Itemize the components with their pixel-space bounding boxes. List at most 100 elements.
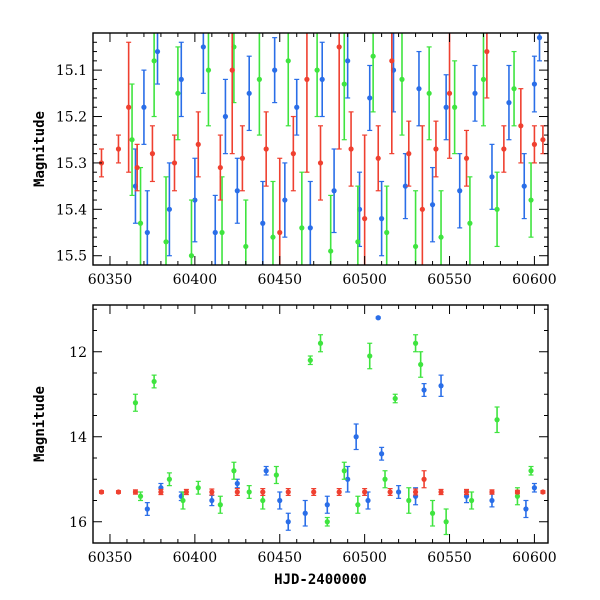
bottom-data-point bbox=[311, 489, 317, 495]
bottom-data-point bbox=[355, 502, 361, 508]
top-ticks bbox=[92, 32, 548, 266]
top-y-tick-label: 15.4 bbox=[56, 202, 87, 218]
bottom-data-point bbox=[260, 497, 266, 504]
bottom-data-point bbox=[367, 353, 373, 359]
top-data-point bbox=[370, 53, 376, 59]
bottom-panel: 60350 60400 60450 60500 60550 60600 12 14 16 Mag… bbox=[32, 304, 557, 588]
top-data-point bbox=[282, 197, 288, 203]
bottom-series-2 bbox=[98, 470, 546, 496]
top-x-tick-label: 60500 bbox=[342, 272, 387, 288]
top-data-point bbox=[426, 90, 432, 96]
bottom-data-point bbox=[514, 489, 521, 495]
top-data-point bbox=[467, 220, 473, 226]
top-data-point bbox=[501, 146, 507, 152]
bottom-data-point bbox=[421, 387, 427, 393]
bottom-data-point bbox=[324, 519, 330, 525]
top-data-point bbox=[328, 248, 334, 254]
bottom-x-tick-label: 60600 bbox=[512, 550, 557, 566]
top-data-point bbox=[314, 67, 320, 73]
top-data-point bbox=[277, 229, 283, 236]
bottom-data-point bbox=[263, 468, 269, 474]
top-data-point bbox=[446, 90, 453, 96]
top-data-point bbox=[362, 216, 368, 222]
bottom-data-point bbox=[209, 497, 215, 504]
top-data-point bbox=[412, 243, 419, 250]
top-y-axis-title: Magnitude bbox=[32, 111, 48, 187]
top-data-point bbox=[317, 160, 324, 166]
top-x-tick-label: 60550 bbox=[427, 272, 472, 288]
bottom-x-axis-title: HJD-2400000 bbox=[274, 572, 367, 588]
bottom-ticks bbox=[92, 305, 548, 544]
bottom-data-point bbox=[379, 451, 385, 457]
bottom-series-1 bbox=[132, 334, 534, 536]
top-data-point bbox=[419, 206, 425, 212]
top-data-point bbox=[188, 253, 195, 259]
top-data-point bbox=[438, 234, 444, 240]
top-data-layer bbox=[98, 33, 546, 265]
bottom-data-point bbox=[362, 489, 368, 495]
top-data-point bbox=[367, 95, 373, 101]
bottom-data-point bbox=[418, 361, 424, 368]
bottom-data-point bbox=[395, 489, 402, 495]
top-data-point bbox=[389, 58, 395, 64]
top-data-point bbox=[144, 229, 150, 236]
top-data-point bbox=[149, 151, 156, 157]
bottom-data-point bbox=[523, 506, 529, 512]
bottom-x-tick-label: 60450 bbox=[257, 550, 302, 566]
top-data-point bbox=[299, 225, 305, 231]
top-data-point bbox=[463, 155, 470, 161]
bottom-data-point bbox=[345, 476, 351, 482]
top-data-point bbox=[205, 67, 212, 73]
bottom-data-point bbox=[166, 476, 172, 482]
bottom-data-point bbox=[429, 510, 436, 516]
bottom-data-layer bbox=[98, 315, 546, 536]
bottom-data-point bbox=[382, 476, 388, 482]
top-data-point bbox=[260, 220, 266, 226]
top-data-point bbox=[384, 229, 390, 236]
top-data-point bbox=[192, 197, 198, 203]
top-data-point bbox=[336, 44, 342, 50]
top-data-point bbox=[531, 81, 538, 87]
top-data-point bbox=[129, 137, 135, 143]
top-data-point bbox=[126, 104, 132, 110]
top-data-point bbox=[217, 164, 223, 171]
top-data-point bbox=[304, 76, 310, 82]
top-data-point bbox=[429, 202, 436, 208]
top-data-point bbox=[443, 104, 449, 110]
bottom-data-point bbox=[231, 468, 237, 474]
top-data-point bbox=[416, 86, 422, 92]
bottom-x-tick-label: 60550 bbox=[427, 550, 472, 566]
bottom-data-point bbox=[443, 519, 449, 525]
top-data-point bbox=[331, 188, 337, 194]
top-data-point bbox=[256, 76, 262, 82]
top-data-point bbox=[219, 229, 225, 236]
top-data-point bbox=[166, 206, 172, 212]
top-x-tick-label: 60350 bbox=[88, 272, 133, 288]
bottom-data-point bbox=[341, 468, 347, 474]
top-data-point bbox=[222, 113, 229, 120]
bottom-data-point bbox=[514, 493, 521, 499]
bottom-data-point bbox=[421, 476, 427, 482]
bottom-series-0 bbox=[144, 315, 538, 531]
top-y-tick-label: 15.2 bbox=[56, 110, 87, 126]
bottom-data-point bbox=[260, 489, 266, 495]
top-data-point bbox=[134, 164, 140, 171]
top-data-point bbox=[402, 183, 408, 189]
bottom-data-point bbox=[217, 502, 223, 508]
top-data-point bbox=[484, 48, 490, 55]
bottom-data-point bbox=[531, 485, 538, 491]
bottom-data-point bbox=[285, 489, 291, 495]
top-y-tick-label: 15.3 bbox=[56, 156, 87, 172]
bottom-data-point bbox=[158, 489, 164, 495]
bottom-plot-frame bbox=[92, 304, 549, 544]
top-data-point bbox=[355, 239, 361, 245]
bottom-data-point bbox=[406, 497, 412, 504]
top-data-point bbox=[375, 155, 381, 161]
bottom-y-tick-label: 16 bbox=[69, 515, 87, 531]
top-data-point bbox=[528, 197, 534, 203]
top-data-point bbox=[540, 137, 546, 143]
bottom-data-point bbox=[151, 378, 157, 385]
top-data-point bbox=[307, 225, 313, 231]
top-data-point bbox=[115, 146, 122, 152]
bottom-data-point bbox=[209, 489, 215, 495]
